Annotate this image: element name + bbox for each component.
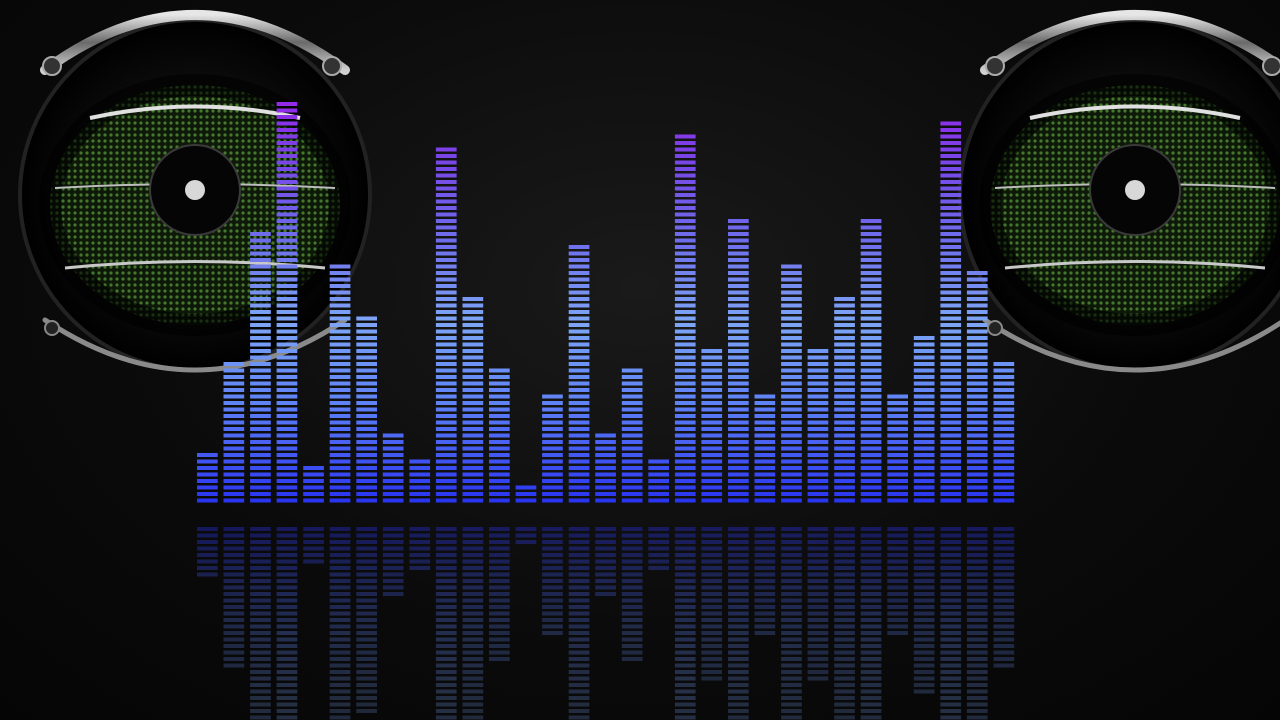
equalizer-bar-reflection: [940, 527, 962, 720]
equalizer-bar: [807, 349, 829, 503]
equalizer-bar: [382, 433, 404, 503]
equalizer-bar-reflection: [701, 527, 723, 681]
equalizer-bar-reflection: [807, 527, 829, 681]
equalizer-bar: [621, 368, 643, 503]
equalizer-bar-reflection: [462, 527, 484, 720]
equalizer-bar: [701, 349, 723, 503]
equalizer-bar: [329, 264, 351, 503]
equalizer-bar-reflection: [568, 527, 590, 720]
equalizer-bar-reflection: [409, 527, 431, 570]
equalizer-bar: [648, 459, 669, 503]
equalizer-bar: [834, 297, 855, 503]
equalizer-bar: [435, 147, 457, 503]
equalizer-bar: [568, 245, 590, 503]
equalizer-bar: [993, 362, 1015, 503]
equalizer-bar-reflection: [754, 527, 776, 635]
equalizer-bar: [303, 466, 324, 503]
equalizer-bar-reflection: [303, 527, 324, 564]
equalizer-bar: [966, 271, 988, 503]
equalizer-bar-reflection: [542, 527, 563, 635]
equalizer-bar: [356, 316, 377, 503]
equalizer-bar-reflection: [860, 527, 882, 720]
equalizer-bar-reflection: [329, 527, 351, 720]
right-speaker: [958, 10, 1280, 373]
equalizer-bar: [940, 121, 962, 503]
equalizer-bar-reflection: [435, 527, 457, 720]
equalizer-bar-reflection: [674, 527, 696, 720]
equalizer-bar-reflection: [887, 527, 908, 635]
equalizer-bar: [887, 394, 908, 503]
equalizer-bar-reflection: [250, 527, 271, 720]
equalizer-bar: [409, 459, 431, 503]
equalizer-bar: [250, 232, 271, 503]
equalizer-bar: [860, 219, 882, 503]
equalizer-reflection: [197, 527, 1015, 720]
equalizer-bar: [781, 264, 802, 503]
equalizer-bar-reflection: [197, 527, 218, 577]
equalizer-bar: [462, 297, 484, 503]
equalizer-bar-reflection: [648, 527, 669, 570]
equalizer-bar-reflection: [913, 527, 935, 694]
equalizer-bar-reflection: [276, 527, 298, 720]
equalizer-bar: [595, 433, 616, 503]
equalizer-bar-reflection: [382, 527, 404, 596]
equalizer-bars: [197, 102, 1015, 503]
equalizer-bar: [728, 219, 749, 503]
equalizer-bar-reflection: [515, 527, 537, 544]
equalizer-bar: [542, 394, 563, 503]
equalizer-bar-reflection: [728, 527, 749, 720]
equalizer-bar-reflection: [356, 527, 377, 713]
equalizer-bar-reflection: [834, 527, 855, 720]
equalizer-bar: [276, 102, 298, 503]
equalizer-bar: [489, 368, 510, 503]
equalizer-bar-reflection: [489, 527, 510, 661]
equalizer-bar-reflection: [781, 527, 802, 720]
equalizer-bar: [674, 134, 696, 503]
equalizer-bar-reflection: [223, 527, 245, 668]
equalizer-bar: [223, 362, 245, 503]
equalizer-bar-reflection: [621, 527, 643, 661]
equalizer-bar: [515, 485, 537, 503]
equalizer-bar: [197, 453, 218, 503]
left-speaker: [18, 10, 372, 373]
equalizer-bar: [754, 394, 776, 503]
equalizer-bar-reflection: [595, 527, 616, 596]
equalizer-bar: [913, 336, 935, 503]
equalizer-bar-reflection: [966, 527, 988, 720]
equalizer-bar-reflection: [993, 527, 1015, 668]
